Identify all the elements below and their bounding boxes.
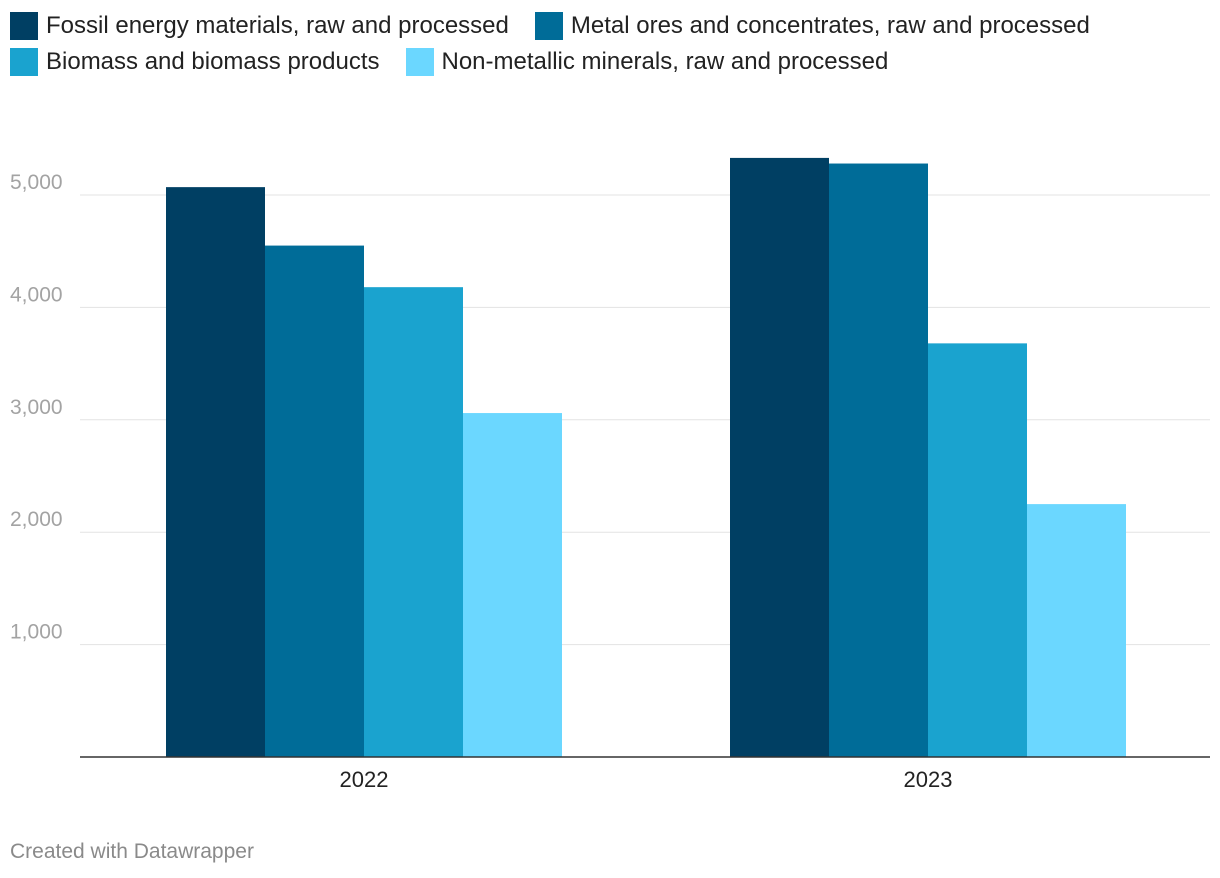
y-axis-ticks: 1,000 2,000 3,000 4,000 5,000 [10,171,63,644]
y-tick-label: 5,000 [10,171,63,194]
legend-item-metal: Metal ores and concentrates, raw and pro… [534,12,1090,40]
datawrapper-credit: Created with Datawrapper [10,840,254,863]
legend-label-fossil: Fossil energy materials, raw and process… [46,12,509,39]
x-tick-label: 2023 [904,767,953,792]
x-axis-ticks: 2022 2023 [340,767,953,792]
bar [463,413,562,757]
bars [166,157,1126,757]
bar [364,287,463,757]
legend-item-biomass: Biomass and biomass products [10,48,380,76]
y-tick-label: 3,000 [10,396,63,419]
bar [1027,504,1126,757]
legend-label-biomass: Biomass and biomass products [46,48,380,75]
legend-label-metal: Metal ores and concentrates, raw and pro… [570,12,1090,39]
legend-item-nonmetallic: Non-metallic minerals, raw and processed [405,48,889,76]
legend-swatch-metal [534,12,563,40]
legend-item-fossil: Fossil energy materials, raw and process… [10,12,509,40]
x-tick-label: 2022 [340,767,389,792]
bar [265,245,364,757]
bar [730,157,829,757]
legend-swatch-nonmetallic [405,48,434,76]
bar [166,187,265,757]
legend-label-nonmetallic: Non-metallic minerals, raw and processed [441,48,889,75]
legend-row-2: Biomass and biomass products Non-metalli… [10,44,1210,80]
bar-chart: 1,000 2,000 3,000 4,000 5,000 2022 2023 [10,157,1210,792]
bar [829,163,928,757]
legend-swatch-fossil [10,12,38,40]
bar [928,343,1027,757]
legend-row-1: Fossil energy materials, raw and process… [10,8,1210,44]
y-tick-label: 1,000 [10,621,63,644]
y-tick-label: 4,000 [10,283,63,306]
y-tick-label: 2,000 [10,508,63,531]
legend: Fossil energy materials, raw and process… [10,8,1210,80]
legend-swatch-biomass [10,48,38,76]
